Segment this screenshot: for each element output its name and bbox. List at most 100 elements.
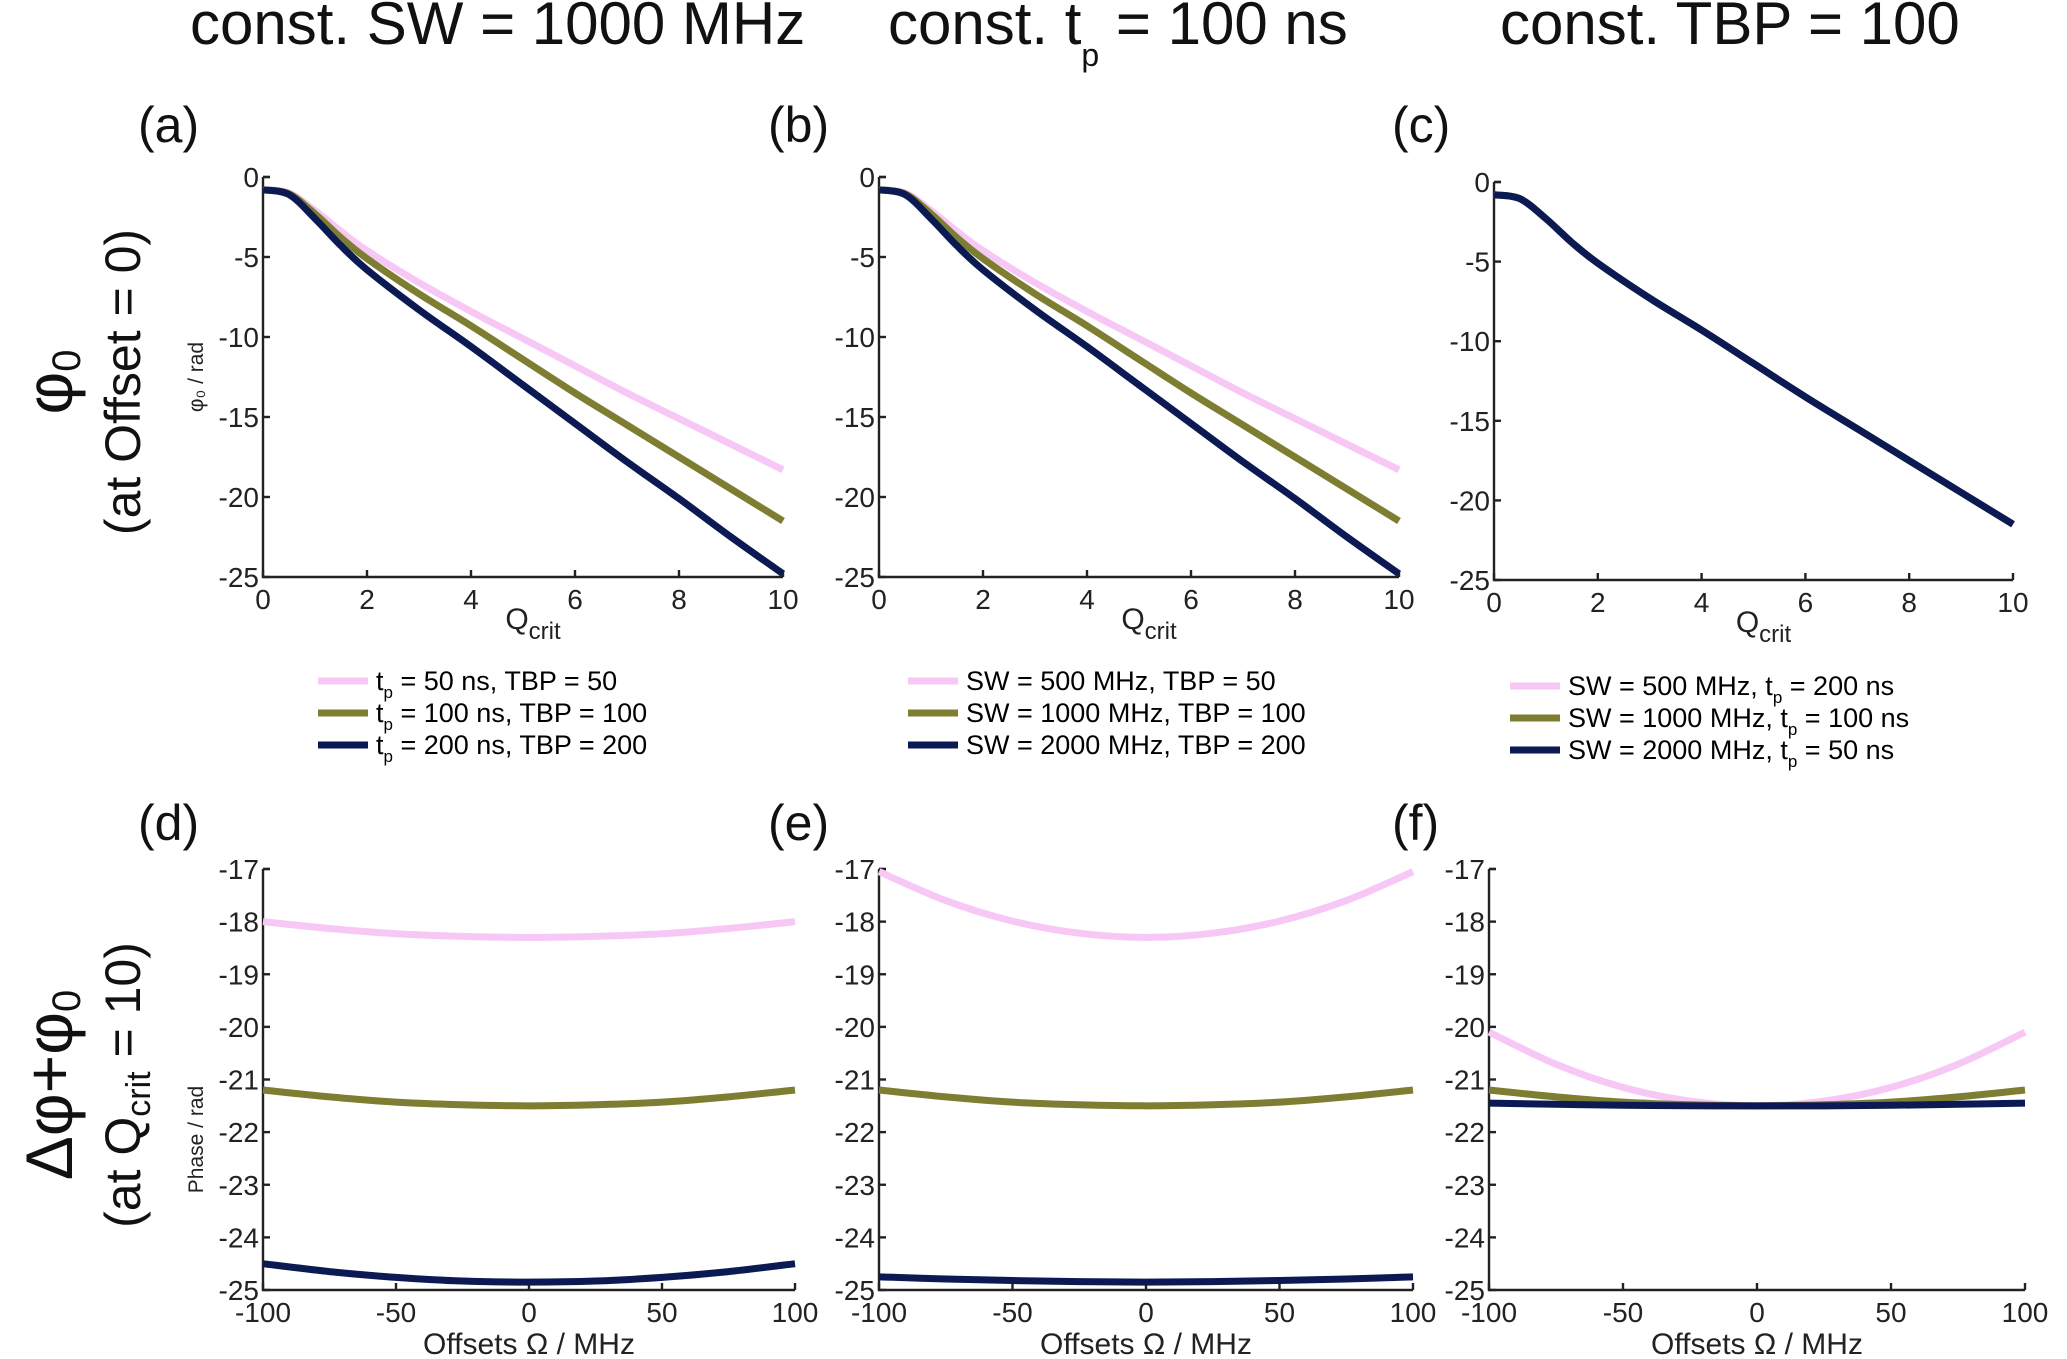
- axis-lines: [1487, 869, 2025, 1292]
- x-tick-label: 2: [1590, 587, 1606, 618]
- y-tick-label: -17: [835, 854, 875, 885]
- x-tick-label: 2: [975, 584, 991, 615]
- y-tick-label: -19: [835, 959, 875, 990]
- y-tick-label: -24: [1445, 1222, 1485, 1253]
- y-tick-label: 0: [243, 162, 259, 193]
- legend-entry: tp = 200 ns, TBP = 200: [376, 730, 647, 766]
- x-tick-label: 0: [871, 584, 887, 615]
- y-tick-label: -25: [835, 1275, 875, 1306]
- x-tick-label: 10: [1997, 587, 2028, 618]
- legend-entry: SW = 500 MHz, tp = 200 ns: [1568, 671, 1894, 707]
- x-tick-label: 0: [1486, 587, 1502, 618]
- series-line-navy: [1493, 191, 2015, 528]
- y-tick-label: -17: [1445, 854, 1485, 885]
- legend-entry: SW = 2000 MHz, TBP = 200: [966, 730, 1306, 760]
- y-axis-label: φ₀ / rad: [185, 342, 208, 412]
- y-tick-label: -23: [1445, 1170, 1485, 1201]
- x-tick-label: -50: [376, 1297, 416, 1328]
- x-tick-label: 0: [1749, 1297, 1765, 1328]
- y-tick-label: -20: [835, 482, 875, 513]
- y-tick-label: -18: [219, 907, 259, 938]
- row-label-phi0: φ0: [12, 349, 89, 414]
- panel-label: (a): [138, 97, 199, 153]
- svg-text:Δφ+φ0: Δφ+φ0: [12, 990, 89, 1180]
- x-tick-label: 4: [1079, 584, 1095, 615]
- y-tick-label: -5: [850, 242, 875, 273]
- x-tick-label: 6: [567, 584, 583, 615]
- legend-entry: SW = 500 MHz, TBP = 50: [966, 666, 1276, 696]
- legend-entry: SW = 1000 MHz, tp = 100 ns: [1568, 703, 1909, 739]
- x-tick-label: 50: [1875, 1297, 1906, 1328]
- x-tick-label: 100: [2002, 1297, 2049, 1328]
- series-line-pink: [878, 186, 1401, 473]
- x-tick-label: 10: [767, 584, 798, 615]
- x-tick-label: 0: [521, 1297, 537, 1328]
- x-axis-label: Offsets Ω / MHz: [423, 1328, 635, 1359]
- y-tick-label: -18: [835, 907, 875, 938]
- x-tick-label: 6: [1183, 584, 1199, 615]
- panel-label: (d): [138, 795, 199, 851]
- y-tick-label: -22: [835, 1117, 875, 1148]
- y-tick-label: 0: [859, 162, 875, 193]
- series-line-navy: [1488, 1099, 2026, 1110]
- y-tick-label: -25: [835, 562, 875, 593]
- y-tick-label: -10: [1450, 326, 1490, 357]
- series-line-olive: [878, 1086, 1414, 1110]
- series-line-pink: [877, 868, 1415, 941]
- row-label-qcrit: (at Qcrit = 10): [95, 942, 158, 1228]
- legend-entry: SW = 1000 MHz, TBP = 100: [966, 698, 1306, 728]
- y-tick-label: -5: [234, 242, 259, 273]
- panel-f: (f)-17 -18 -19 -20 -21 -22 -23 -24 -25-100 -50 0 50…: [1392, 795, 2048, 1359]
- series-line-pink: [262, 918, 796, 941]
- series-line-olive: [878, 186, 1401, 524]
- column-title-tp: const. tp = 100 ns: [888, 0, 1348, 73]
- y-tick-label: -15: [219, 402, 259, 433]
- y-tick-label: -17: [219, 854, 259, 885]
- y-tick-label: -10: [219, 322, 259, 353]
- svg-text:φ0: φ0: [12, 349, 89, 414]
- series-line-navy: [878, 1273, 1414, 1286]
- y-tick-label: -18: [1445, 907, 1485, 938]
- svg-text:(at Offset = 0): (at Offset = 0): [95, 229, 151, 535]
- x-axis-label: Qcrit: [1736, 606, 1792, 648]
- x-tick-label: 4: [463, 584, 479, 615]
- panel-label: (f): [1392, 795, 1439, 851]
- series-line-pink: [262, 186, 785, 473]
- x-tick-label: 8: [671, 584, 687, 615]
- x-tick-label: 50: [1264, 1297, 1295, 1328]
- panel-label: (e): [768, 795, 829, 851]
- series-line-olive: [262, 186, 785, 524]
- x-tick-label: 100: [1390, 1297, 1437, 1328]
- series-line-olive: [262, 1086, 796, 1110]
- svg-text:(at Qcrit = 10): (at Qcrit = 10): [95, 942, 158, 1228]
- series-line-navy: [262, 1260, 796, 1286]
- y-tick-label: -21: [1445, 1065, 1485, 1096]
- x-tick-label: 0: [1138, 1297, 1154, 1328]
- y-tick-label: -24: [219, 1222, 259, 1253]
- y-tick-label: -25: [1445, 1275, 1485, 1306]
- x-tick-label: 10: [1383, 584, 1414, 615]
- y-tick-label: -21: [835, 1065, 875, 1096]
- series-line-navy: [262, 186, 786, 577]
- y-tick-label: -20: [1445, 1012, 1485, 1043]
- x-tick-label: 50: [646, 1297, 677, 1328]
- series-line-navy: [878, 186, 1402, 577]
- x-tick-label: -100: [1461, 1297, 1517, 1328]
- x-axis-label: Offsets Ω / MHz: [1040, 1328, 1252, 1359]
- y-tick-label: -20: [219, 482, 259, 513]
- y-tick-label: -15: [1450, 406, 1490, 437]
- column-title-tbp: const. TBP = 100: [1500, 0, 1960, 57]
- y-tick-label: -20: [835, 1012, 875, 1043]
- y-tick-label: -25: [219, 1275, 259, 1306]
- legend-entry: tp = 100 ns, TBP = 100: [376, 698, 647, 734]
- x-tick-label: -100: [851, 1297, 907, 1328]
- y-tick-label: 0: [1474, 167, 1490, 198]
- y-tick-label: -23: [835, 1170, 875, 1201]
- panel-label: (b): [768, 97, 829, 153]
- x-tick-label: -50: [992, 1297, 1032, 1328]
- panel-d: (d) -17 -18 -19 -20 -21 -22 -23 -24 -25-100 -50 0 50…: [138, 795, 818, 1359]
